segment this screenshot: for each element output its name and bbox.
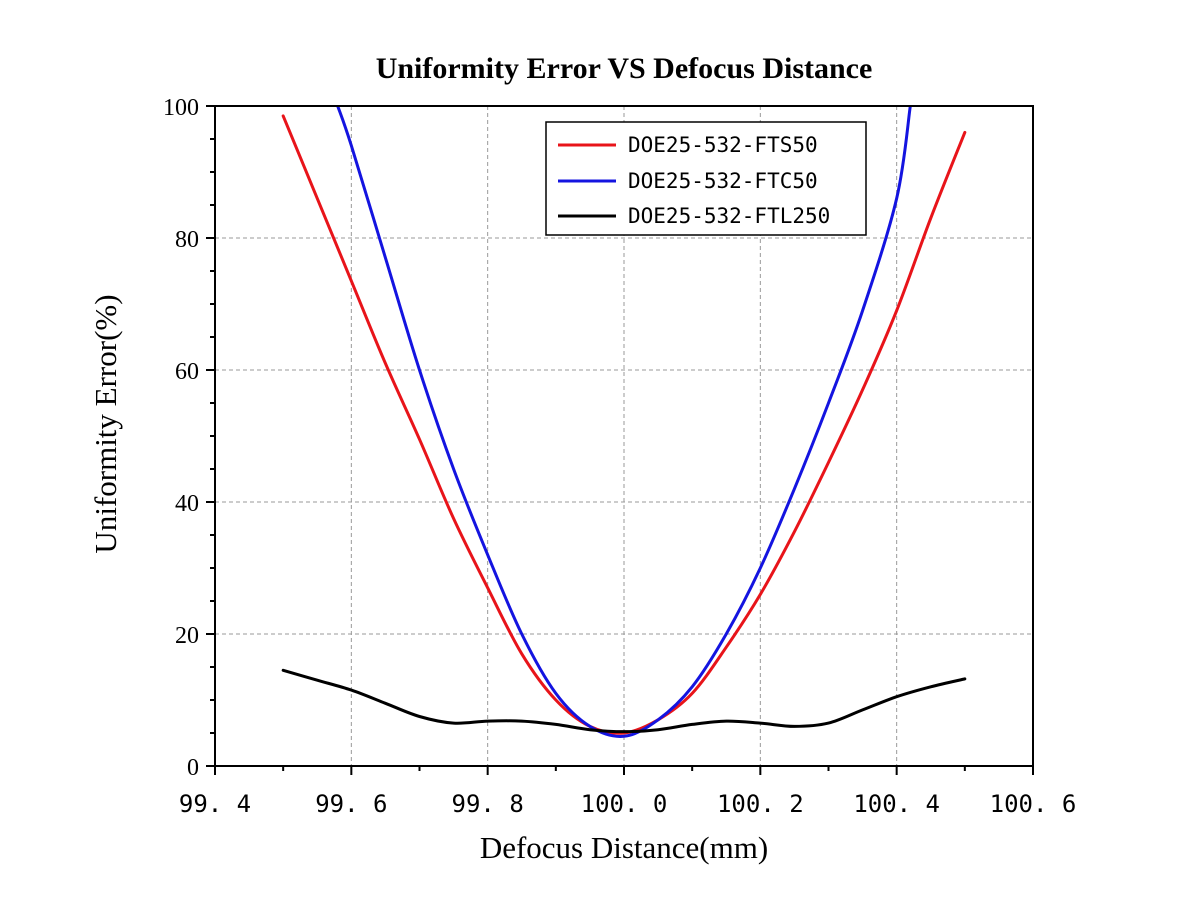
x-tick-label: 99. 4 <box>179 790 251 818</box>
y-tick-label: 100 <box>163 95 199 121</box>
x-tick-label: 100. 4 <box>853 790 940 818</box>
legend-label-fts50: DOE25-532-FTS50 <box>628 133 818 157</box>
series-line-ftc50 <box>336 106 912 738</box>
plot-area <box>281 106 967 738</box>
y-tick-label: 80 <box>175 227 199 253</box>
y-tick-label: 40 <box>175 491 199 517</box>
x-tick-label: 100. 6 <box>990 790 1077 818</box>
x-axis-label: Defocus Distance(mm) <box>480 830 768 865</box>
series-line-ftl250 <box>281 668 967 734</box>
x-tick-label: 100. 2 <box>717 790 804 818</box>
axes: 99. 4 99. 6 99. 8 100. 0 100. 2 100. 4 100. 6 0… <box>163 95 1076 818</box>
y-tick-label: 60 <box>175 359 199 385</box>
x-tick-label: 99. 6 <box>315 790 387 818</box>
legend-label-ftc50: DOE25-532-FTC50 <box>628 169 818 193</box>
x-tick-label: 100. 0 <box>581 790 668 818</box>
chart-title: Uniformity Error VS Defocus Distance <box>376 52 873 85</box>
x-tick-label: 99. 8 <box>452 790 524 818</box>
legend: DOE25-532-FTS50 DOE25-532-FTC50 DOE25-53… <box>545 121 867 236</box>
y-axis-label: Uniformity Error(%) <box>88 294 123 553</box>
grid <box>215 106 1033 766</box>
y-tick-label: 20 <box>175 623 199 649</box>
y-tick-label: 0 <box>187 755 199 781</box>
legend-label-ftl250: DOE25-532-FTL250 <box>628 204 830 228</box>
